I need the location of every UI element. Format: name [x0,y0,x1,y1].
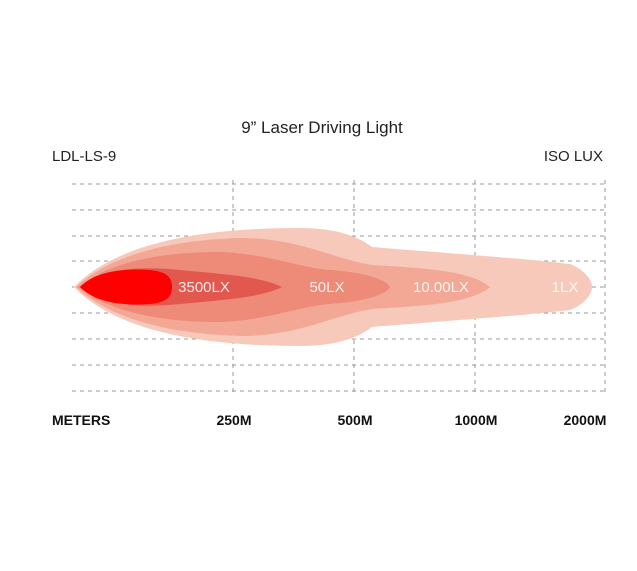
unit-label: ISO LUX [544,148,603,165]
zone-label-3500lx: 3500LX [178,279,230,296]
chart-title: 9” Laser Driving Light [241,118,403,137]
x-axis-label: METERS [52,412,110,428]
zone-label-50lx: 50LX [309,279,344,296]
x-tick-label: 250M [216,412,251,428]
x-tick-label: 2000M [564,412,607,428]
x-tick-label: 1000M [455,412,498,428]
beam-zones [74,228,592,346]
zone-label-1lx: 1LX [552,279,579,296]
zone-core-area [80,269,172,305]
zone-label-10lx: 10.00LX [413,279,469,296]
x-tick-label: 500M [337,412,372,428]
model-label: LDL-LS-9 [52,148,116,165]
